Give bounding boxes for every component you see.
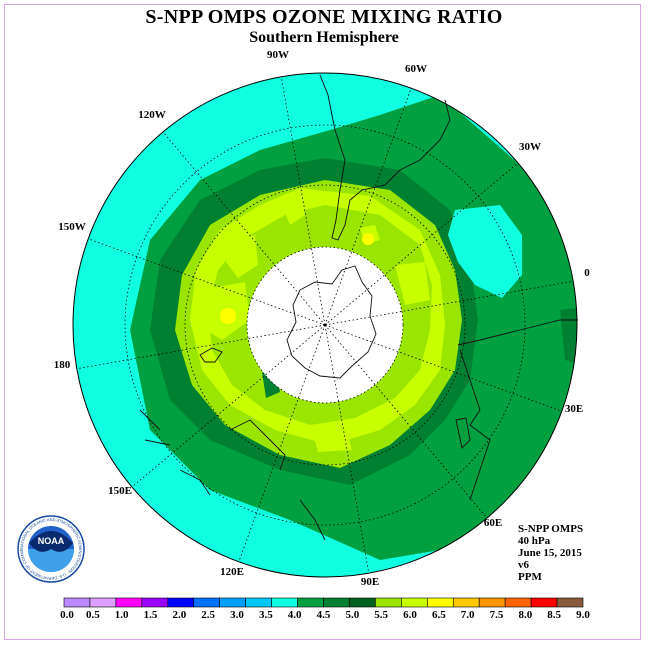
- colorbar-tick-label: 7.0: [461, 609, 475, 621]
- colorbar-swatch: [556, 597, 584, 608]
- noaa-logo-text: NOAA: [38, 536, 65, 546]
- info-level: 40 hPa: [518, 535, 551, 547]
- colorbar-swatch: [452, 597, 480, 608]
- colorbar-swatch: [375, 597, 402, 608]
- south-pole-marker: [323, 323, 327, 327]
- colorbar-swatch: [478, 597, 506, 608]
- colorbar-tick-label: 8.5: [547, 609, 561, 621]
- meridian-label: 150W: [58, 221, 86, 233]
- ozone-patch: [312, 426, 352, 452]
- meridian-label: 90E: [361, 576, 379, 588]
- colorbar-swatch: [426, 597, 454, 608]
- colorbar-tick-label: 5.0: [345, 609, 359, 621]
- colorbar-swatch: [63, 597, 91, 608]
- colorbar-swatch: [89, 597, 117, 608]
- ozone-patch: [226, 235, 258, 278]
- colorbar-tick-label: 8.0: [518, 609, 532, 621]
- meridian-label: 120E: [220, 566, 244, 578]
- colorbar-swatch: [167, 597, 195, 608]
- noaa-logo: NOAA NATIONAL OCEANIC AND ATMOSPHERIC AD…: [17, 515, 85, 583]
- ozone-maximum: [362, 233, 374, 245]
- colorbar-swatch: [141, 597, 169, 608]
- meridian-label: 30W: [519, 141, 541, 153]
- asia-islands-coast: [139, 409, 326, 541]
- map-title: S-NPP OMPS OZONE MIXING RATIO: [145, 6, 503, 28]
- colorbar-tick-label: 7.5: [490, 609, 504, 621]
- colorbar: 0.0 0.5 1.0 1.5 2.0 2.5 3.0 3.5 4.0 4.5 5.0 5.5 6.0 6…: [60, 597, 590, 621]
- colorbar-swatch: [349, 597, 376, 608]
- map-subtitle: Southern Hemisphere: [249, 29, 399, 46]
- colorbar-swatch: [530, 597, 558, 608]
- colorbar-tick-label: 0.5: [86, 609, 100, 621]
- colorbar-tick-label: 3.5: [259, 609, 273, 621]
- colorbar-tick-label: 2.0: [172, 609, 186, 621]
- info-units: PPM: [518, 571, 542, 583]
- meridian-label: 180: [54, 359, 71, 371]
- colorbar-tick-label: 1.5: [144, 609, 158, 621]
- meridian-label: 0: [584, 267, 590, 279]
- colorbar-tick-label: 3.0: [230, 609, 244, 621]
- info-version: v6: [518, 559, 529, 571]
- meridian-label: 30E: [565, 403, 583, 415]
- noaa-logo-bird: [29, 531, 73, 552]
- colorbar-tick-label: 4.5: [317, 609, 331, 621]
- colorbar-swatch: [297, 597, 324, 608]
- colorbar-tick-label: 4.0: [288, 609, 302, 621]
- madagascar-coast: [455, 417, 471, 449]
- latitude-circle: [246, 246, 404, 404]
- colorbar-swatch: [504, 597, 532, 608]
- colorbar-tick-label: 9.0: [576, 609, 590, 621]
- colorbar-tick-label: 6.0: [403, 609, 417, 621]
- colorbar-swatch: [245, 597, 272, 608]
- meridian-label: 120W: [138, 109, 166, 121]
- colorbar-swatch: [193, 597, 221, 608]
- colorbar-tick-label: 0.0: [60, 609, 74, 621]
- meridian-label: 60E: [484, 517, 502, 529]
- meridian-label: 60W: [405, 63, 427, 75]
- info-date: June 15, 2015: [518, 547, 582, 559]
- meridian-labels: 90W 60W 30W 0 30E 60E 90E 120E 150E 180 150W 120W: [54, 49, 591, 588]
- meridian-label: 150E: [108, 485, 132, 497]
- colorbar-swatch: [115, 597, 143, 608]
- meridian-label: 90W: [267, 49, 289, 61]
- info-instrument: S-NPP OMPS: [518, 523, 584, 535]
- colorbar-swatch: [323, 597, 350, 608]
- colorbar-swatch: [219, 597, 246, 608]
- africa-coast: [457, 319, 578, 501]
- colorbar-tick-label: 6.5: [432, 609, 446, 621]
- latitude-circle: [184, 184, 466, 466]
- map-boundary: [72, 72, 578, 578]
- colorbar-tick-label: 5.5: [374, 609, 388, 621]
- ozone-region-3.5-4.0-patch: [448, 205, 522, 298]
- latitude-circle: [124, 124, 526, 526]
- antarctica-coast: [286, 265, 377, 379]
- ozone-patch: [282, 200, 305, 225]
- noaa-logo-sea: [28, 549, 74, 572]
- ozone-maximum: [220, 308, 236, 324]
- graticule: [72, 72, 578, 578]
- colorbar-tick-label: 1.0: [115, 609, 129, 621]
- coastlines: [139, 74, 578, 541]
- ozone-patch: [395, 262, 430, 305]
- colorbar-tick-label: 2.5: [201, 609, 215, 621]
- colorbar-swatch: [401, 597, 428, 608]
- south-america-coast: [319, 74, 451, 241]
- australia-coast: [199, 347, 223, 363]
- colorbar-swatch: [271, 597, 298, 608]
- plot-frame: [4, 4, 641, 640]
- ozone-region-4.5-5.0-edge: [560, 305, 577, 370]
